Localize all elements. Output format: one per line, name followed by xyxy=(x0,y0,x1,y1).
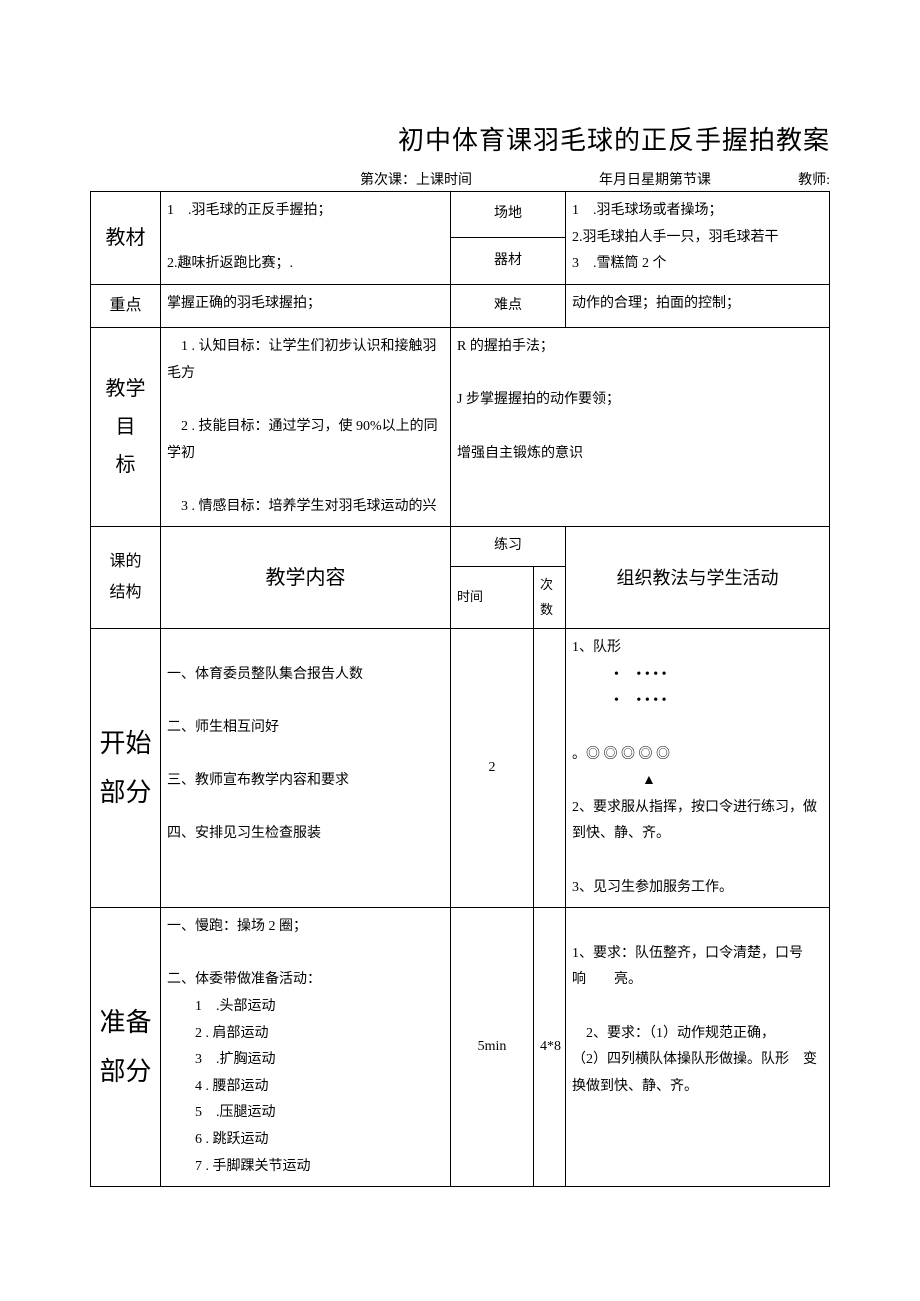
meta-line: 第次课：上课时间 年月日星期第节课 教师: xyxy=(90,167,830,191)
label-key: 重点 xyxy=(91,284,161,327)
prep-org: 1、要求：队伍整齐，口令清楚，口号响 亮。 2、要求：（1）动作规范正确， （2… xyxy=(566,908,830,1187)
row-prep: 准备部分 一、慢跑：操场 2 圈； 二、体委带做准备活动： 1 .头部运动 2 … xyxy=(91,908,830,1187)
label-venue: 场地 xyxy=(451,192,566,238)
label-practice: 练习 xyxy=(451,527,566,567)
label-content: 教学内容 xyxy=(161,527,451,629)
meta-left: 第次课：上课时间 xyxy=(90,169,472,189)
prep-content: 一、慢跑：操场 2 圈； 二、体委带做准备活动： 1 .头部运动 2 . 肩部运… xyxy=(161,908,451,1187)
label-equip: 器材 xyxy=(451,238,566,284)
goal-left: 1 . 认知目标：让学生们初步认识和接触羽毛方 2 . 技能目标：通过学习，使 … xyxy=(161,328,451,527)
page: 初中体育课羽毛球的正反手握拍教案 第次课：上课时间 年月日星期第节课 教师: 教… xyxy=(0,0,920,1247)
row-material: 教材 1 .羽毛球的正反手握拍； 2.趣味折返跑比赛；. 场地 1 .羽毛球场或… xyxy=(91,192,830,238)
start-count xyxy=(534,629,566,908)
meta-right: 教师: xyxy=(798,169,830,189)
label-structure: 课的 结构 xyxy=(91,527,161,629)
row-start: 开始部分 一、体育委员整队集合报告人数 二、师生相互问好 三、教师宣布教学内容和… xyxy=(91,629,830,908)
label-count: 次数 xyxy=(534,566,566,628)
label-org: 组织教法与学生活动 xyxy=(566,527,830,629)
label-prep: 准备部分 xyxy=(91,908,161,1187)
row-header: 课的 结构 教学内容 练习 组织教法与学生活动 xyxy=(91,527,830,567)
label-goal: 教学目 标 xyxy=(91,328,161,527)
material-text: 1 .羽毛球的正反手握拍； 2.趣味折返跑比赛；. xyxy=(161,192,451,285)
venue-text: 1 .羽毛球场或者操场； 2.羽毛球拍人手一只，羽毛球若干 3 .雪糕筒 2 个 xyxy=(566,192,830,285)
start-org: 1、队形 • • • • • • • • • • 。◎ ◎ ◎ ◎ ◎ ▲ 2、… xyxy=(566,629,830,908)
key-text: 掌握正确的羽毛球握拍； xyxy=(161,284,451,327)
label-time: 时间 xyxy=(451,566,534,628)
label-start: 开始部分 xyxy=(91,629,161,908)
label-prep-text: 准备部分 xyxy=(99,1008,151,1086)
prep-count: 4*8 xyxy=(534,908,566,1187)
start-time: 2 xyxy=(451,629,534,908)
row-key: 重点 掌握正确的羽毛球握拍； 难点 动作的合理；拍面的控制； xyxy=(91,284,830,327)
difficulty-text: 动作的合理；拍面的控制； xyxy=(566,284,830,327)
start-content: 一、体育委员整队集合报告人数 二、师生相互问好 三、教师宣布教学内容和要求 四、… xyxy=(161,629,451,908)
label-start-text: 开始部分 xyxy=(99,729,151,807)
document-title: 初中体育课羽毛球的正反手握拍教案 xyxy=(90,120,830,157)
prep-time: 5min xyxy=(451,908,534,1187)
row-goal: 教学目 标 1 . 认知目标：让学生们初步认识和接触羽毛方 2 . 技能目标：通… xyxy=(91,328,830,527)
label-material: 教材 xyxy=(91,192,161,285)
meta-mid: 年月日星期第节课 xyxy=(559,169,711,189)
goal-right: R 的握拍手法； J 步掌握握拍的动作要领； 增强自主锻炼的意识 xyxy=(451,328,830,527)
lesson-plan-table: 教材 1 .羽毛球的正反手握拍； 2.趣味折返跑比赛；. 场地 1 .羽毛球场或… xyxy=(90,191,830,1187)
label-difficulty: 难点 xyxy=(451,284,566,327)
